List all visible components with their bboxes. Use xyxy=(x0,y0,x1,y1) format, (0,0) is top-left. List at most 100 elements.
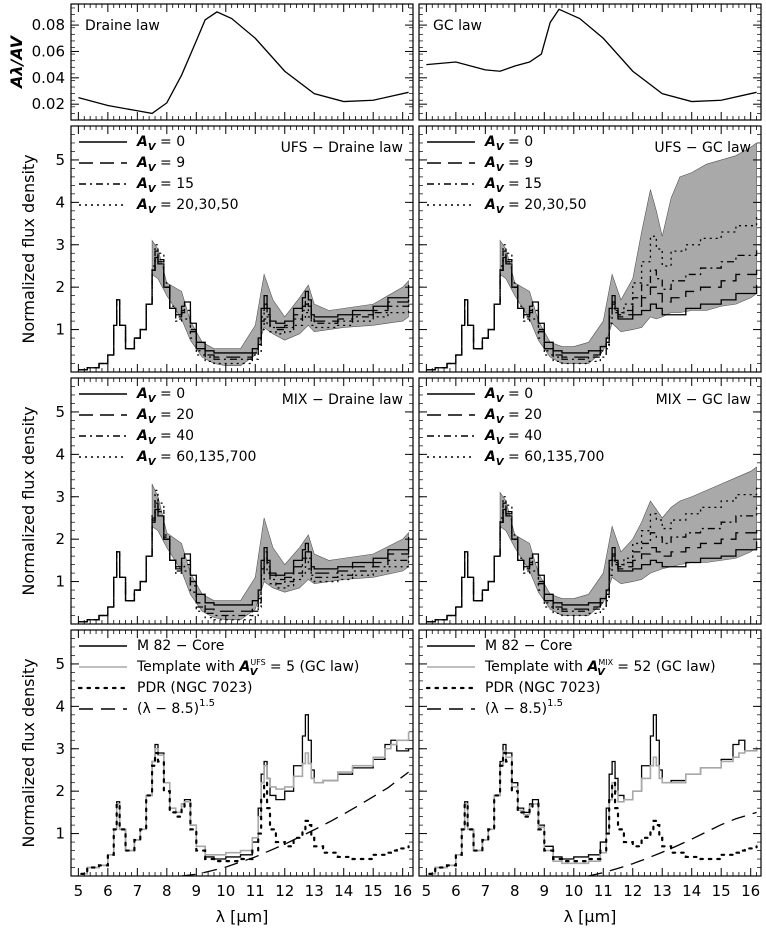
panel-ufs-gc: UFS − GC law AV = 0 AV = 9 AV = 15 AV = 20,3… xyxy=(418,125,762,373)
y-tick-label: 3 xyxy=(55,488,65,506)
plot-area xyxy=(428,714,758,876)
y-tick-label: 5 xyxy=(55,655,65,673)
series-line-dash xyxy=(78,252,410,371)
y-tick-label: 0.04 xyxy=(32,69,65,87)
legend-label: PDR (NGC 7023) xyxy=(137,680,253,696)
x-tick-label: 16 xyxy=(393,882,412,900)
flux-y-label-3: Normalized flux density xyxy=(19,658,38,847)
panel-ext-gc: GC law xyxy=(418,3,762,121)
series-line-dashdot xyxy=(78,498,410,623)
panel-frame xyxy=(70,3,414,121)
x-tick-label: 10 xyxy=(216,882,235,900)
series-line-dash xyxy=(426,252,758,371)
series-line-dot xyxy=(426,215,758,371)
legend-label: AV = 40 xyxy=(484,428,542,447)
legend-label: AV = 40 xyxy=(136,428,194,447)
plot-area xyxy=(78,239,410,371)
panel-ufs-draine: 1 2 3 4 5 UFS − Draine law AV = 0 AV = 9 AV = 15… xyxy=(55,125,414,373)
extinction-range-band xyxy=(151,483,409,621)
panel-frame xyxy=(70,377,414,625)
y-tick-label: 4 xyxy=(55,193,65,211)
panel-mix-draine: 1 2 3 4 5 MIX − Draine law AV = 0 AV = 20 AV = 4… xyxy=(55,377,414,625)
x-axis-label-right: λ [μm] xyxy=(564,907,617,926)
flux-y-label-1: Normalized flux density xyxy=(19,154,38,343)
legend-label: AV = 15 xyxy=(484,176,542,195)
legend-label: PDR (NGC 7023) xyxy=(485,680,601,696)
panel-title: Draine law xyxy=(85,18,160,34)
series-line-dash xyxy=(426,504,758,623)
y-tick-label: 4 xyxy=(55,445,65,463)
legend-label: (λ − 8.5)1.5 xyxy=(137,698,215,717)
panel-layer: 0.020.040.060.08 Draine law GC law12345UFS… xyxy=(32,3,762,900)
x-axis-label-left: λ [μm] xyxy=(216,907,269,926)
plot-area xyxy=(78,11,409,115)
plot-area xyxy=(80,714,410,876)
x-tick-label: 6 xyxy=(451,882,461,900)
legend-label: AV = 60,135,700 xyxy=(136,449,256,468)
legend-label: AV = 0 xyxy=(484,386,533,405)
x-tick-label: 9 xyxy=(192,882,202,900)
x-tick-label: 12 xyxy=(275,882,294,900)
x-tick-label: 14 xyxy=(334,882,353,900)
x-tick-label: 16 xyxy=(741,882,760,900)
x-tick-label: 11 xyxy=(594,882,613,900)
series-line-dashdot xyxy=(78,250,410,371)
series-line-longdash xyxy=(588,811,757,876)
legend-label: AV = 9 xyxy=(136,155,185,174)
x-tick-label: 8 xyxy=(510,882,520,900)
series-line-solid xyxy=(78,256,410,371)
legend-label: M 82 − Core xyxy=(485,638,572,654)
series-line-solid xyxy=(78,508,410,623)
panel-frame xyxy=(70,125,414,373)
legend-label: AV = 0 xyxy=(484,134,533,153)
x-tick-label: 15 xyxy=(712,882,731,900)
panel-frame xyxy=(418,125,762,373)
x-tick-label: 7 xyxy=(133,882,143,900)
extinction-range-band xyxy=(499,466,757,616)
x-tick-label: 8 xyxy=(162,882,172,900)
panel-frame xyxy=(418,3,762,121)
legend-label: AV = 60,135,700 xyxy=(484,449,604,468)
panel-ext-draine: 0.02 0.04 0.06 0.08 Draine law xyxy=(32,3,414,121)
y-tick-label: 2 xyxy=(55,530,65,548)
y-tick-label: 3 xyxy=(55,740,65,758)
y-tick-label: 1 xyxy=(55,825,65,843)
legend-label: (λ − 8.5)1.5 xyxy=(485,698,563,717)
x-tick-label: 10 xyxy=(564,882,583,900)
y-tick-label: 5 xyxy=(55,403,65,421)
y-tick-label: 5 xyxy=(55,151,65,169)
y-tick-label: 2 xyxy=(55,278,65,296)
legend-label: Template with AMIX V = 52 (GC law) xyxy=(484,658,716,678)
x-tick-label: 15 xyxy=(364,882,383,900)
flux-y-label-2: Normalized flux density xyxy=(19,406,38,595)
x-tick-label: 7 xyxy=(481,882,491,900)
panel-title: UFS − GC law xyxy=(654,140,751,156)
legend-label: Template with AUFS V = 5 (GC law) xyxy=(136,658,359,678)
series-line-dashdot xyxy=(426,246,758,371)
plot-area xyxy=(426,142,758,371)
panel-frame xyxy=(418,377,762,625)
panel-title: MIX − Draine law xyxy=(282,392,403,408)
x-tick-label: 13 xyxy=(305,882,324,900)
plot-area xyxy=(426,466,758,623)
legend-label: AV = 20,30,50 xyxy=(136,197,239,216)
panel-title: MIX − GC law xyxy=(656,392,751,408)
plot-area xyxy=(426,8,757,103)
legend-label: AV = 0 xyxy=(136,386,185,405)
panel-frame xyxy=(418,629,762,877)
y-tick-label: 0.02 xyxy=(32,95,65,113)
panel-mix-gc: MIX − GC law AV = 0 AV = 20 AV = 40 AV = 60,… xyxy=(418,377,762,625)
y-tick-label: 3 xyxy=(55,236,65,254)
legend-label: AV = 15 xyxy=(136,176,194,195)
legend-label: AV = 20,30,50 xyxy=(484,197,587,216)
legend-label: AV = 0 xyxy=(136,134,185,153)
panel-title: GC law xyxy=(433,18,482,34)
legend-label: AV = 20 xyxy=(136,407,194,426)
x-tick-label: 11 xyxy=(246,882,265,900)
series-line-dash xyxy=(78,502,410,623)
series-line-dot-heavy xyxy=(428,751,758,875)
series-line-gray xyxy=(81,731,410,875)
y-tick-label: 0.06 xyxy=(32,42,65,60)
